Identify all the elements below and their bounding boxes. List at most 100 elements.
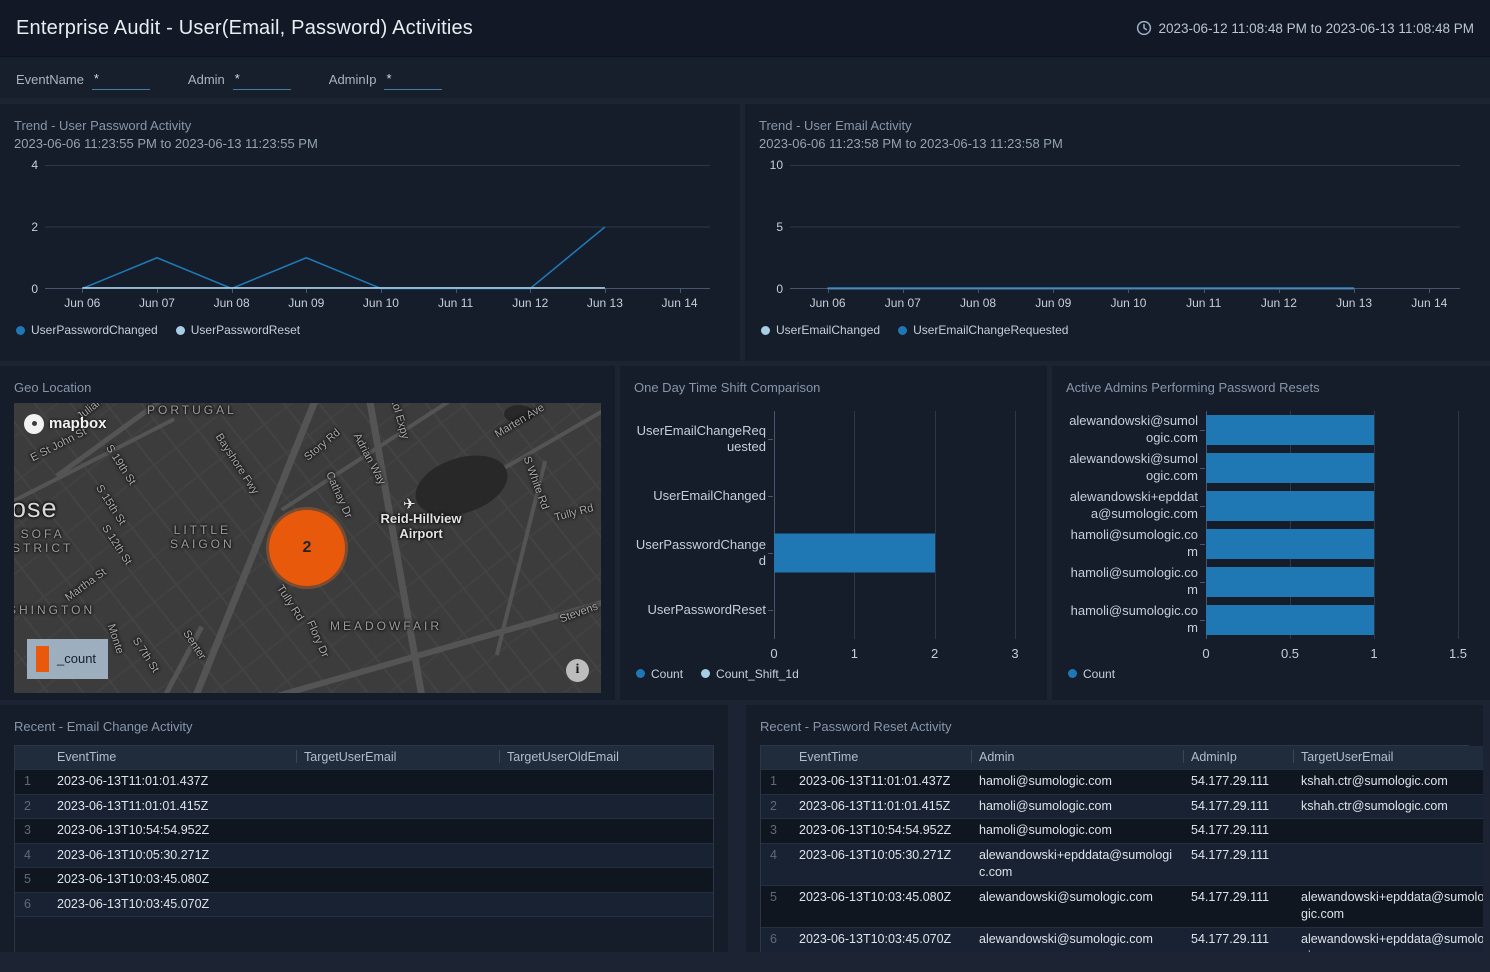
legend-item[interactable]: Count: [1068, 667, 1115, 681]
table-body: 1 2023-06-13T11:01:01.437Z 2 2023-06-13T11:…: [15, 769, 713, 917]
legend-item[interactable]: UserPasswordReset: [175, 323, 301, 338]
legend-item[interactable]: UserPasswordChanged: [16, 323, 158, 337]
filter-adminip-input[interactable]: *: [384, 71, 443, 90]
table-cell: hamoli@sumologic.com: [979, 798, 1112, 813]
legend-dot-icon: [1068, 669, 1077, 679]
map-cluster-marker[interactable]: 2: [269, 509, 345, 586]
x-axis-tick-label: Jun 08: [960, 296, 997, 311]
x-axis-tick-label: Jun 07: [138, 296, 175, 311]
row-index: 6: [24, 896, 31, 911]
bar[interactable]: [1206, 528, 1374, 559]
bar[interactable]: [774, 533, 935, 573]
bar[interactable]: [1206, 452, 1374, 483]
x-axis-tick-mark: [455, 289, 457, 294]
bar[interactable]: [1206, 604, 1374, 635]
table-cell: hamoli@sumologic.com: [979, 823, 1112, 838]
table-cell: [296, 819, 499, 843]
table-row: 5 2023-06-13T10:03:45.080Z alewandowski@su…: [761, 884, 1483, 927]
chart-plot-area: 0 2 4 Jun 06 Jun 07 Jun 08 Jun 09 Jun 10 Jun 11 J…: [31, 158, 710, 310]
bar-row: UserPasswordReset: [634, 582, 1033, 639]
panel-title: Trend - User Password Activity: [14, 118, 192, 133]
y-axis-tick-label: 0: [31, 282, 38, 297]
bar[interactable]: [1206, 490, 1374, 521]
filter-eventname: EventName *: [16, 71, 150, 90]
bar-category-label: hamoli@sumologic.com: [1070, 603, 1198, 635]
x-axis-tick-label: 1.5: [1448, 645, 1468, 661]
filter-eventname-input[interactable]: *: [91, 71, 150, 90]
table-cell: 2023-06-13T10:03:45.080Z: [799, 889, 952, 904]
bar-category-label: UserPasswordChanged: [635, 536, 766, 569]
legend-dot-icon: [761, 325, 770, 335]
bar[interactable]: [1206, 566, 1374, 597]
bar-rows: UserEmailChangeRequested UserEmailChanged…: [634, 410, 1033, 639]
legend-dot-icon: [175, 325, 185, 335]
row-index: 1: [24, 774, 31, 789]
column-header[interactable]: TargetUserEmail: [1293, 746, 1483, 770]
panel-geo-location: Geo Location PORTUGALJulian StE St John …: [0, 366, 615, 700]
mapbox-logo[interactable]: mapbox: [24, 413, 107, 434]
legend-label: UserEmailChanged: [776, 323, 881, 338]
column-header[interactable]: EventTime: [57, 749, 117, 764]
x-axis-tick-label: 0.5: [1280, 645, 1300, 661]
table-cell: [296, 795, 499, 819]
legend-item[interactable]: Count_Shift_1d: [701, 667, 799, 681]
bar-category-label: alewandowski+epddata@sumologic.com: [1069, 489, 1198, 521]
table-cell: [296, 844, 499, 868]
bar[interactable]: [1206, 414, 1374, 445]
column-header[interactable]: EventTime: [799, 749, 859, 764]
clock-icon: [1136, 20, 1152, 36]
bar-row: UserPasswordChanged: [634, 525, 1033, 582]
table-row: 4 2023-06-13T10:05:30.271Z alewandowski+ep…: [761, 842, 1483, 885]
legend-item[interactable]: UserEmailChangeRequested: [898, 323, 1068, 337]
table-cell: [499, 893, 713, 917]
table-cell: 2023-06-13T10:05:30.271Z: [57, 847, 210, 862]
bar-cell: [1206, 487, 1458, 525]
x-axis-tick-mark: [1128, 289, 1130, 294]
panel-title: Geo Location: [14, 380, 92, 395]
x-axis-tick-label: 2: [931, 645, 939, 661]
x-axis-tick-mark: [1429, 289, 1431, 294]
table-cell: 54.177.29.111: [1191, 847, 1270, 862]
table-cell: alewandowski+epddata@sumologic.com: [979, 847, 1173, 880]
column-header[interactable]: Admin: [971, 746, 1183, 770]
table-cell: 54.177.29.111: [1191, 823, 1270, 838]
row-index: 2: [24, 798, 31, 813]
x-axis-tick-label: Jun 11: [438, 296, 474, 311]
map-legend-label: _count: [57, 651, 97, 667]
table-cell: 2023-06-13T10:03:45.070Z: [57, 896, 210, 911]
bar-row: hamoli@sumologic.com: [1066, 601, 1476, 639]
filter-admin-input[interactable]: *: [232, 71, 291, 90]
line-chart-email: 0 5 10 Jun 06 Jun 07 Jun 08 Jun 09 Jun 10 Jun 11…: [759, 158, 1476, 337]
table-cell: alewandowski+epddata@sumologic.com: [1301, 889, 1483, 922]
table-row: 1 2023-06-13T11:01:01.437Z: [15, 769, 713, 794]
legend-item[interactable]: UserEmailChanged: [761, 323, 880, 337]
index-column-header: [761, 746, 791, 770]
table-row: 3 2023-06-13T10:54:54.952Z hamoli@sumologi…: [761, 818, 1483, 843]
time-range-selector[interactable]: 2023-06-12 11:08:48 PM to 2023-06-13 11:…: [1136, 20, 1474, 36]
line-chart-password: 0 2 4 Jun 06 Jun 07 Jun 08 Jun 09 Jun 10 Jun 11 J…: [14, 158, 726, 338]
panel-active-admins: Active Admins Performing Password Resets…: [1052, 366, 1490, 700]
filter-adminip: AdminIp *: [329, 71, 443, 90]
row-index: 4: [770, 847, 777, 862]
bar-cell: [1206, 601, 1458, 639]
table-cell: alewandowski+epddata@sumologic.com: [1301, 931, 1483, 952]
x-axis-tick-label: Jun 14: [1411, 296, 1448, 311]
bar-chart-active-admins: alewandowski@sumologic.com alewandowski@s…: [1066, 410, 1476, 681]
table-cell: alewandowski@sumologic.com: [979, 931, 1153, 946]
column-header[interactable]: AdminIp: [1183, 746, 1293, 770]
table-row: 5 2023-06-13T10:03:45.080Z: [15, 867, 713, 892]
dashboard-header: Enterprise Audit - User(Email, Password)…: [0, 0, 1490, 57]
info-icon[interactable]: i: [566, 658, 589, 682]
panel-subtitle: 2023-06-06 11:23:58 PM to 2023-06-13 11:…: [759, 135, 1063, 151]
row-index: 5: [24, 872, 31, 887]
bar-rows: alewandowski@sumologic.com alewandowski@s…: [1066, 410, 1476, 639]
map-label: LITTLE SAIGON: [170, 522, 235, 551]
geo-map[interactable]: PORTUGALJulian StE St John StS 19th StS …: [14, 402, 601, 693]
bar-gridlines: [1206, 410, 1459, 639]
legend-label: UserPasswordReset: [190, 323, 301, 338]
legend-item[interactable]: Count: [636, 667, 683, 681]
panel-recent-email-change: Recent - Email Change Activity EventTime…: [0, 705, 728, 952]
column-header[interactable]: TargetUserEmail: [296, 746, 499, 770]
filter-adminip-label: AdminIp: [328, 72, 377, 87]
column-header[interactable]: TargetUserOldEmail: [499, 746, 713, 770]
